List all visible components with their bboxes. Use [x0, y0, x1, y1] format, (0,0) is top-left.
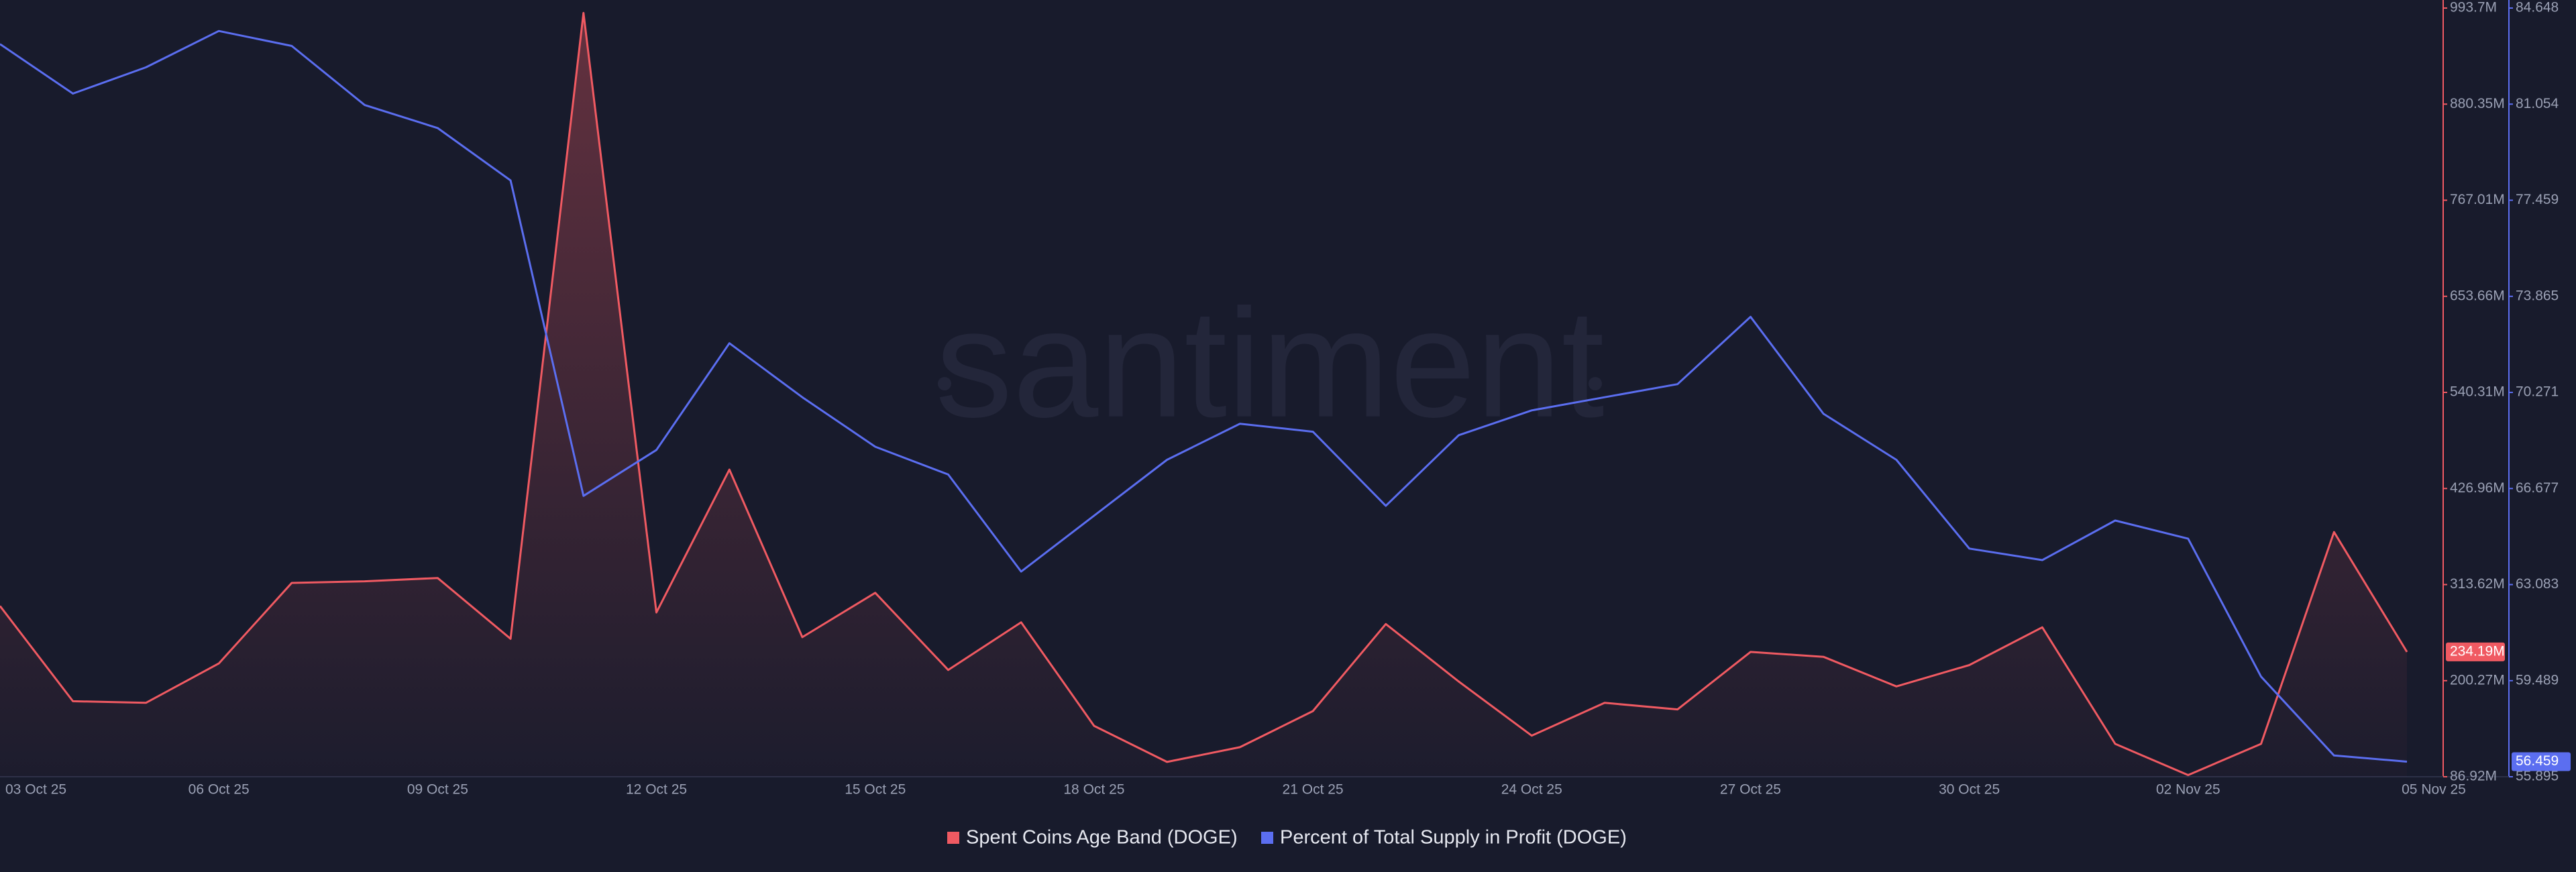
y-tick-label: 86.92M: [2450, 769, 2497, 784]
x-tick-label: 06 Oct 25: [189, 782, 250, 798]
y2-tick-label: 59.489: [2516, 672, 2559, 688]
value-badge: [2512, 752, 2571, 771]
y-tick-label: 993.7M: [2450, 0, 2497, 15]
x-tick-label: 18 Oct 25: [1063, 782, 1124, 798]
y2-tick-label: 66.677: [2516, 480, 2559, 496]
value-badge-label: 56.459: [2516, 753, 2559, 769]
y-tick-label: 426.96M: [2450, 480, 2505, 496]
value-badge: [2446, 642, 2505, 661]
x-tick-label: 05 Nov 25: [2402, 782, 2466, 798]
series-line: [0, 11, 2408, 776]
legend-label: Percent of Total Supply in Profit (DOGE): [1280, 827, 1627, 849]
y2-tick-label: 63.083: [2516, 576, 2559, 592]
series-area: [0, 13, 2407, 777]
y-tick-label: 313.62M: [2450, 576, 2505, 592]
x-tick-label: 21 Oct 25: [1283, 782, 1344, 798]
y-tick-label: 200.27M: [2450, 672, 2505, 688]
y2-tick-label: 55.895: [2516, 769, 2559, 784]
legend-swatch: [1261, 832, 1273, 844]
value-badge-label: 234.19M: [2450, 643, 2505, 659]
watermark-dot: [1589, 377, 1602, 390]
x-tick-label: 30 Oct 25: [1939, 782, 2000, 798]
y2-tick-label: 84.648: [2516, 0, 2559, 15]
y2-tick-label: 77.459: [2516, 192, 2559, 207]
watermark-dot: [938, 377, 951, 390]
y2-tick-label: 70.271: [2516, 384, 2559, 400]
x-tick-label: 12 Oct 25: [626, 782, 687, 798]
series-line: [0, 30, 2408, 763]
y2-tick-label: 73.865: [2516, 288, 2559, 303]
x-tick-label: 02 Nov 25: [2156, 782, 2220, 798]
x-tick-label: 15 Oct 25: [845, 782, 906, 798]
legend-label: Spent Coins Age Band (DOGE): [966, 827, 1238, 849]
y2-tick-label: 81.054: [2516, 96, 2559, 111]
x-tick-label: 03 Oct 25: [5, 782, 66, 798]
y-tick-label: 540.31M: [2450, 384, 2505, 400]
y-tick-label: 653.66M: [2450, 288, 2505, 303]
legend-swatch: [947, 832, 959, 844]
x-tick-label: 09 Oct 25: [407, 782, 468, 798]
y-tick-label: 880.35M: [2450, 96, 2505, 111]
x-tick-label: 24 Oct 25: [1501, 782, 1562, 798]
y-tick-label: 767.01M: [2450, 192, 2505, 207]
x-tick-label: 27 Oct 25: [1720, 782, 1781, 798]
watermark: santiment: [935, 277, 1604, 449]
